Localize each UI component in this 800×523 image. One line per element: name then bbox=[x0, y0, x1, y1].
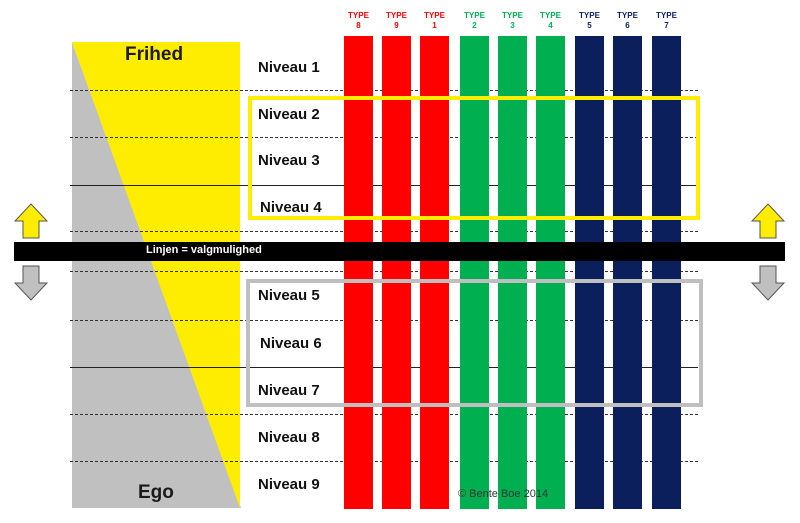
type-number: 7 bbox=[664, 21, 669, 30]
type-bar-3 bbox=[498, 36, 527, 509]
level-label-7: Niveau 7 bbox=[258, 382, 320, 399]
type-header-9: TYPE 9 bbox=[377, 11, 417, 31]
level-label-8: Niveau 8 bbox=[258, 429, 320, 446]
level-label-5: Niveau 5 bbox=[258, 287, 320, 304]
type-header-6: TYPE 6 bbox=[608, 11, 648, 31]
type-header-2: TYPE 2 bbox=[455, 11, 495, 31]
type-word: TYPE bbox=[464, 11, 485, 20]
level-label-2: Niveau 2 bbox=[258, 106, 320, 123]
level-label-3: Niveau 3 bbox=[258, 152, 320, 169]
type-header-4: TYPE 4 bbox=[531, 11, 571, 31]
type-header-7: TYPE 7 bbox=[647, 11, 687, 31]
type-bar-6 bbox=[613, 36, 642, 509]
level-label-4: Niveau 4 bbox=[260, 199, 322, 216]
type-bar-5 bbox=[575, 36, 604, 509]
type-bar-8 bbox=[344, 36, 373, 509]
type-header-5: TYPE 5 bbox=[570, 11, 610, 31]
level-label-6: Niveau 6 bbox=[260, 335, 322, 352]
level-label-9: Niveau 9 bbox=[258, 476, 320, 493]
type-header-3: TYPE 3 bbox=[493, 11, 533, 31]
copyright-text: © Bente Boe 2014 bbox=[458, 488, 549, 500]
lower-levels-frame bbox=[246, 279, 703, 407]
choice-line-bar bbox=[14, 242, 785, 261]
type-word: TYPE bbox=[424, 11, 445, 20]
type-word: TYPE bbox=[502, 11, 523, 20]
type-number: 6 bbox=[625, 21, 630, 30]
type-word: TYPE bbox=[656, 11, 677, 20]
type-bar-2 bbox=[460, 36, 489, 509]
type-number: 2 bbox=[472, 21, 477, 30]
choice-line-label: Linjen = valgmulighed bbox=[146, 244, 262, 256]
type-bar-4 bbox=[536, 36, 565, 509]
type-number: 1 bbox=[432, 21, 437, 30]
type-word: TYPE bbox=[617, 11, 638, 20]
arrow-up-icon bbox=[14, 203, 48, 239]
type-word: TYPE bbox=[386, 11, 407, 20]
ego-title: Ego bbox=[138, 482, 174, 503]
upper-levels-frame bbox=[248, 96, 700, 220]
arrow-up-icon bbox=[751, 203, 785, 239]
yellow-freedom-region bbox=[72, 42, 240, 508]
type-bar-9 bbox=[382, 36, 411, 509]
type-word: TYPE bbox=[579, 11, 600, 20]
type-number: 8 bbox=[356, 21, 361, 30]
arrow-down-icon bbox=[751, 265, 785, 301]
type-number: 9 bbox=[394, 21, 399, 30]
type-bar-1 bbox=[420, 36, 449, 509]
type-number: 3 bbox=[510, 21, 515, 30]
arrow-down-icon bbox=[14, 265, 48, 301]
type-header-1: TYPE 1 bbox=[415, 11, 455, 31]
type-number: 5 bbox=[587, 21, 592, 30]
freedom-title: Frihed bbox=[125, 44, 184, 65]
type-word: TYPE bbox=[540, 11, 561, 20]
level-label-1: Niveau 1 bbox=[258, 59, 320, 76]
type-word: TYPE bbox=[348, 11, 369, 20]
type-number: 4 bbox=[548, 21, 553, 30]
type-bar-7 bbox=[652, 36, 681, 509]
type-header-8: TYPE 8 bbox=[339, 11, 379, 31]
